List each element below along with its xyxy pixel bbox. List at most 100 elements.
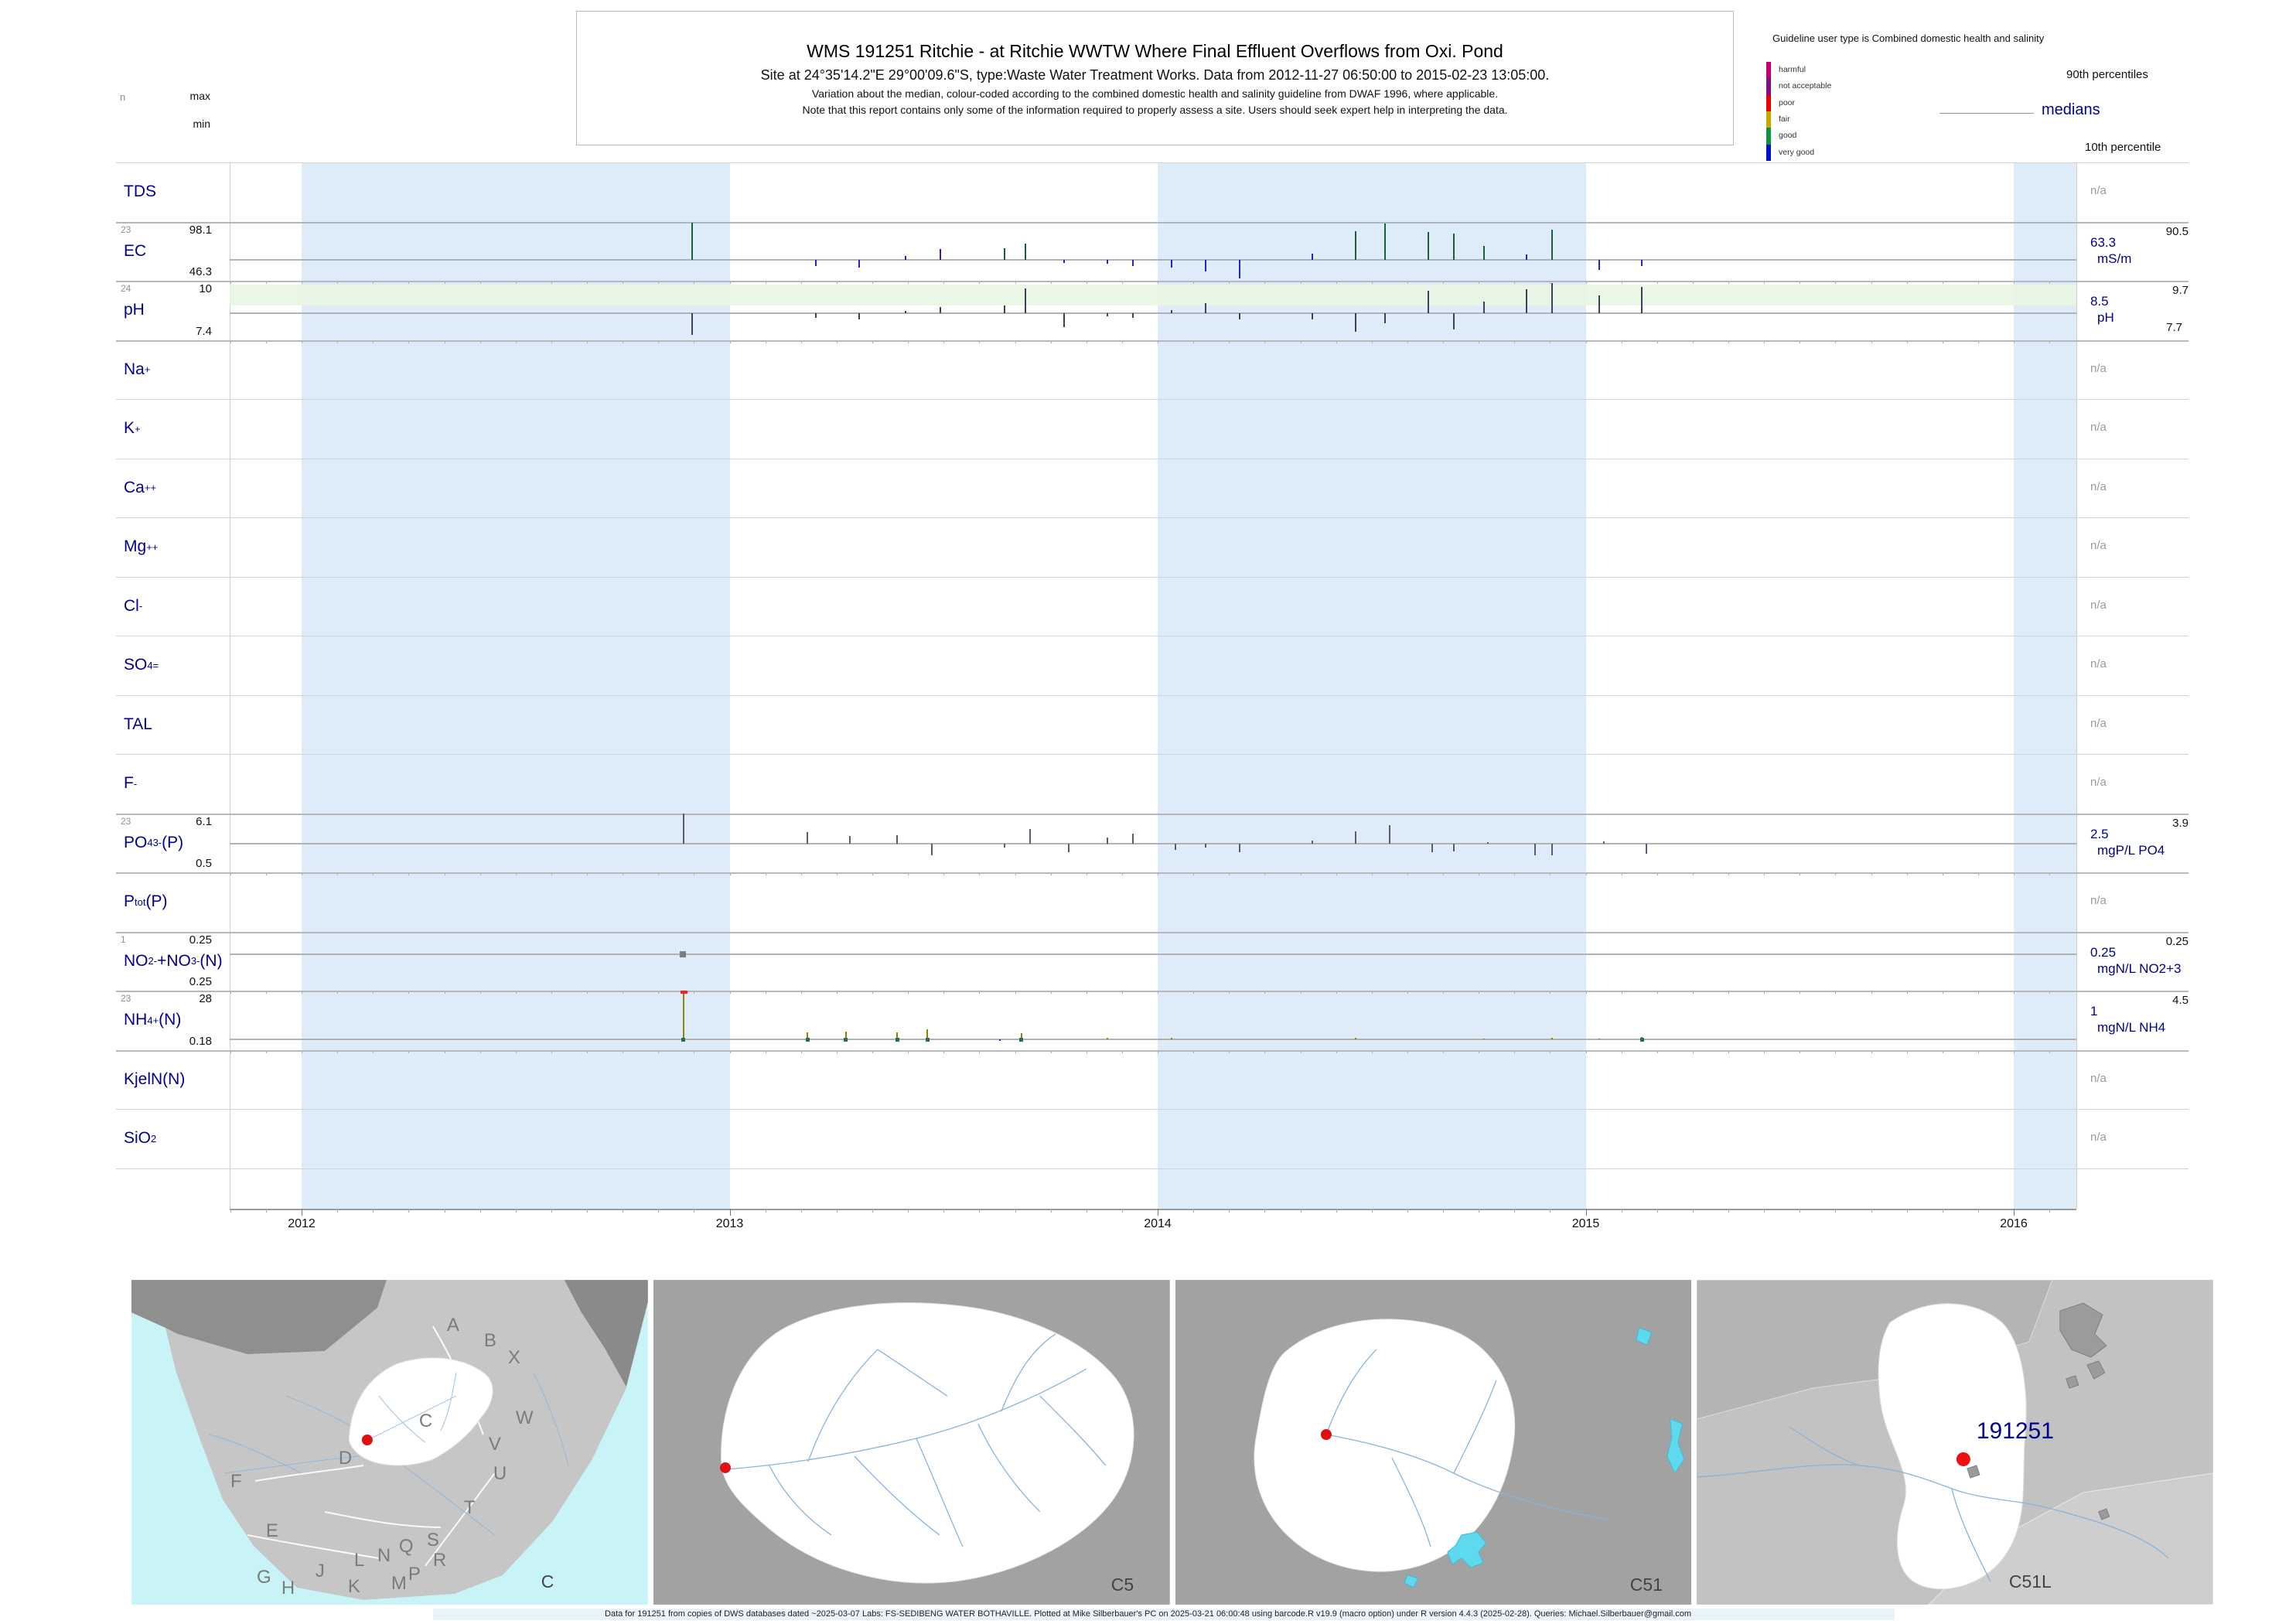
month-tick [1050,1049,1052,1053]
parameter-plot-row [230,281,2076,340]
month-tick [337,1209,339,1213]
p10-legend-label: 10th percentile [2085,141,2161,154]
sample-deviation-mark [1106,1037,1108,1039]
month-tick [872,872,873,875]
map-secondary-catchment-c51: C51 [1175,1280,1692,1605]
sample-count: 23 [121,993,131,1004]
sample-deviation-mark [1598,260,1601,271]
stat-not-available: n/a [2090,1071,2107,1085]
stat-not-available: n/a [2090,894,2107,907]
parameter-label-cell: TDS [116,162,230,222]
month-tick [373,339,374,343]
month-tick [1371,281,1373,284]
month-tick [1977,339,1979,343]
month-tick [872,991,873,994]
month-tick [1407,1049,1408,1053]
year-tick [729,1209,731,1216]
month-tick [836,991,838,994]
median-value: 1 [2090,1004,2098,1018]
parameter-label-cell: Na + [116,340,230,400]
month-tick [1443,281,1444,284]
site-marker-c51l [1957,1452,1971,1466]
month-tick [1407,339,1408,343]
plot-frame-line [2076,162,2077,1209]
month-tick [2014,339,2015,343]
sample-deviation-mark [1175,843,1177,850]
sample-deviation-mark [682,991,684,1039]
max-value: 28 [199,992,212,1005]
sample-deviation-mark [1312,313,1314,320]
parameter-plot-row [230,222,2076,281]
month-tick [729,339,731,343]
row-separator [116,339,2189,342]
month-tick [943,991,945,994]
year-shading-band [1158,162,1586,1209]
p90-value: 4.5 [2172,994,2189,1007]
sample-deviation-mark [1431,843,1434,852]
stat-not-available: n/a [2090,1131,2107,1144]
parameter-label-cell: pH 24 10 7.4 [116,281,230,340]
map-label-c51l: C51L [2009,1571,2052,1592]
row-separator [116,1109,2189,1110]
month-tick [1764,339,1765,343]
sample-deviation-mark [807,1032,809,1039]
drainage-region-letter: E [266,1520,278,1541]
sample-deviation-mark [1003,248,1005,261]
base-dot [805,1037,810,1042]
site-marker-national [361,1435,373,1445]
p90-value: 0.25 [2165,934,2189,948]
month-tick [2049,1049,2051,1053]
month-tick [908,281,909,284]
month-tick [1193,991,1195,994]
month-tick [230,281,231,284]
sample-deviation-mark [1384,313,1387,324]
sample-deviation-mark [1106,260,1108,264]
sample-deviation-mark [1526,254,1527,261]
month-tick [1015,339,1016,343]
month-tick [1514,281,1516,284]
guideline-class-label: harmful [1779,65,1806,74]
month-tick [800,339,802,343]
month-tick [1656,339,1658,343]
month-tick [1692,1209,1694,1213]
month-tick [1728,1049,1729,1053]
month-tick [1371,1209,1373,1213]
month-tick [1229,281,1230,284]
month-tick [1906,1049,1908,1053]
month-tick [1193,339,1195,343]
month-tick [1407,991,1408,994]
sample-deviation-mark [1063,260,1066,264]
sample-deviation-mark [999,1039,1001,1041]
month-tick [1443,339,1444,343]
footer-band [433,1609,1895,1620]
month-tick [551,991,552,994]
median-legend-line [1939,113,2034,114]
month-tick [908,991,909,994]
title-box: WMS 191251 Ritchie - at Ritchie WWTW Whe… [576,11,1734,145]
row-separator [116,162,2189,163]
x-axis-year-label: 2015 [1571,1217,1600,1230]
month-tick [2049,339,2051,343]
sample-deviation-mark [858,260,860,268]
drainage-region-letter: P [408,1564,421,1585]
month-tick [408,281,410,284]
month-tick [908,1209,909,1213]
row-separator [116,991,2189,992]
map-label-c: C [541,1571,554,1592]
month-tick [1585,991,1587,994]
stat-not-available: n/a [2090,421,2107,434]
month-tick [515,1049,517,1053]
drainage-region-letter: G [257,1567,271,1588]
max-value: 98.1 [189,223,212,237]
year-shading-band [2014,162,2076,1209]
month-tick [1050,281,1052,284]
month-tick [230,991,231,994]
month-tick [1229,339,1230,343]
month-tick [1050,991,1052,994]
drainage-region-letter: M [391,1573,407,1594]
month-tick [373,1209,374,1213]
drainage-region-letter: L [354,1550,364,1571]
